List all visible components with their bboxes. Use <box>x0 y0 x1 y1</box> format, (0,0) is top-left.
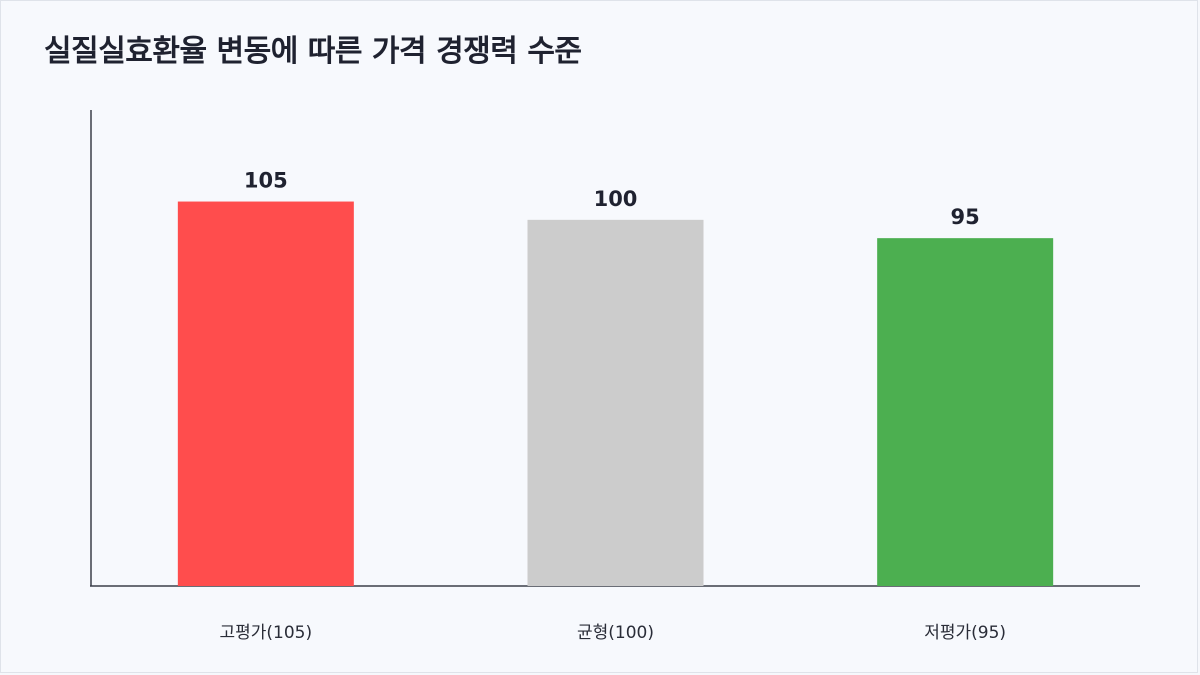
bar-3 <box>877 238 1054 586</box>
category-label-3: 저평가(95) <box>924 623 1006 643</box>
bar-value-label-3: 95 <box>951 205 980 229</box>
bar-1 <box>177 201 354 587</box>
category-label-2: 균형(100) <box>577 623 654 643</box>
bars-layer: 105 고평가(105) 100 균형(100) 95 저평가(95) <box>177 169 1054 643</box>
bar-value-label-1: 105 <box>244 169 288 193</box>
category-label-1: 고평가(105) <box>220 623 313 643</box>
bar-value-label-2: 100 <box>594 187 638 211</box>
chart-title: 실질실효환율 변동에 따른 가격 경쟁력 수준 <box>44 34 582 69</box>
bar-2 <box>527 219 704 586</box>
